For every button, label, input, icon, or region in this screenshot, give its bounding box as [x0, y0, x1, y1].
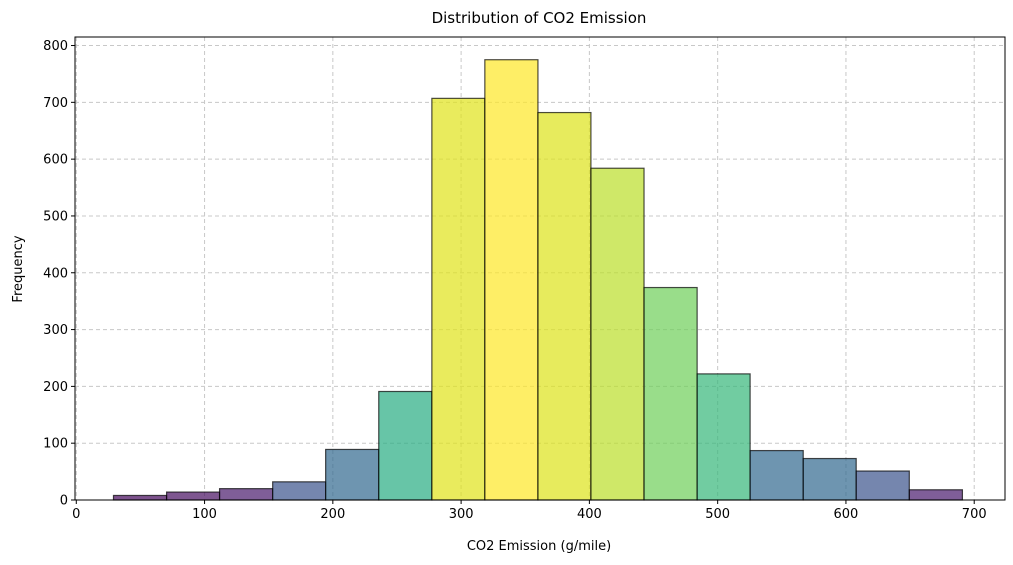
x-tick-label: 400 [577, 507, 602, 522]
x-axis-label: CO2 Emission (g/mile) [467, 539, 611, 554]
x-tick-label: 200 [320, 507, 345, 522]
histogram-bar [272, 481, 327, 501]
ticks: 0 100 200 300 400 500 600 700 0 100 200 300 400 500 60… [43, 39, 986, 522]
x-tick-label: 0 [72, 507, 80, 522]
histogram-bar [112, 494, 168, 501]
histogram-bar [908, 489, 964, 501]
histogram-bar [643, 286, 698, 501]
x-tick-label: 700 [962, 507, 987, 522]
histogram-bar [378, 390, 433, 501]
x-tick-label: 500 [705, 507, 730, 522]
y-axis-label: Frequency [11, 235, 26, 302]
y-tick-label: 300 [43, 323, 68, 338]
y-tick-label: 100 [43, 437, 68, 452]
bars [112, 59, 964, 501]
histogram-bar [218, 488, 274, 501]
x-tick-label: 100 [192, 507, 217, 522]
histogram-bar [165, 491, 221, 501]
histogram-bar [855, 470, 910, 501]
y-tick-label: 600 [43, 153, 68, 168]
y-tick-label: 0 [60, 494, 68, 509]
y-tick-label: 200 [43, 380, 68, 395]
x-tick-label: 300 [449, 507, 474, 522]
histogram-bar [325, 448, 380, 501]
y-tick-label: 800 [43, 39, 68, 54]
histogram-bar [749, 449, 804, 501]
chart-title: Distribution of CO2 Emission [432, 9, 647, 27]
plot-frame [74, 36, 1006, 501]
x-tick-label: 600 [834, 507, 859, 522]
histogram-bar [802, 457, 857, 501]
histogram-bar [696, 373, 751, 501]
y-tick-label: 500 [43, 209, 68, 224]
histogram-bar [431, 97, 486, 501]
histogram-bar [590, 167, 645, 501]
y-tick-label: 700 [43, 96, 68, 111]
histogram-bar [537, 111, 592, 501]
histogram-bar [484, 59, 539, 501]
y-tick-label: 400 [43, 266, 68, 281]
